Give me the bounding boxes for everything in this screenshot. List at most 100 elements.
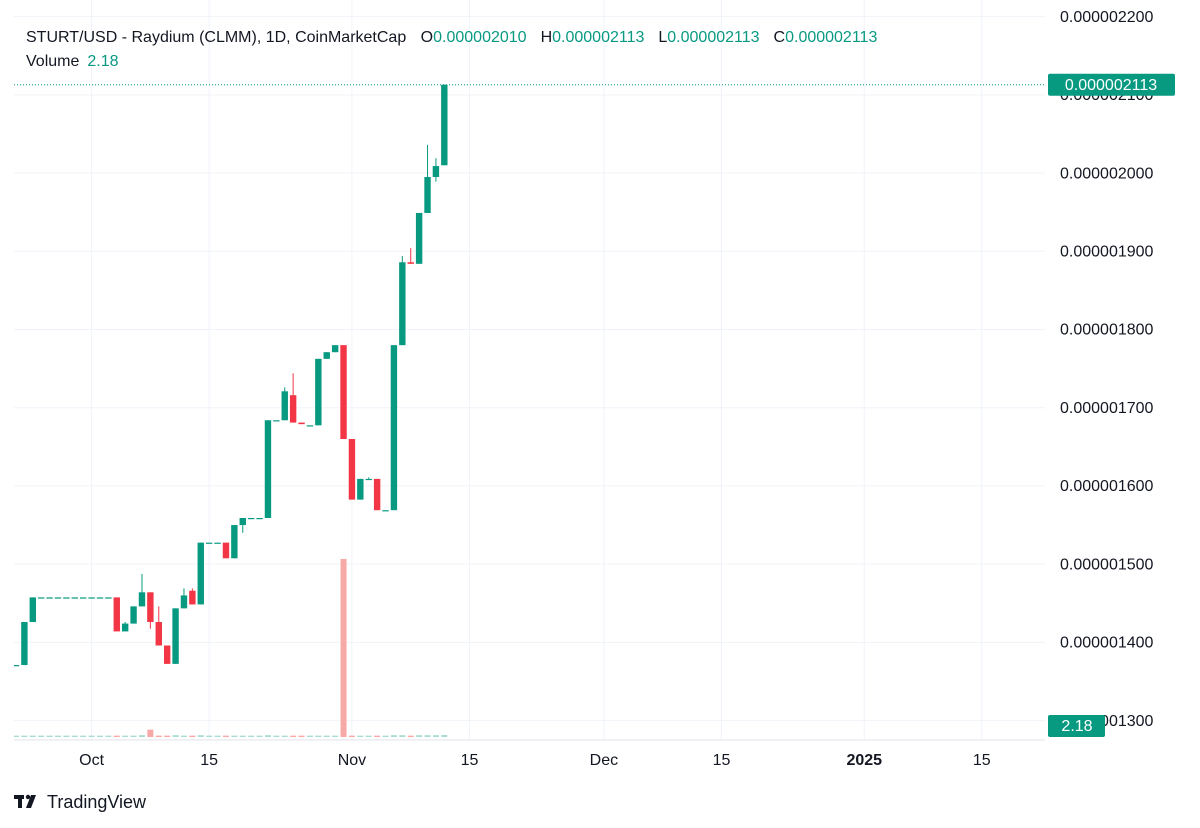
volume-bar: [113, 735, 120, 737]
volume-bar: [273, 735, 280, 737]
volume-bar: [130, 735, 137, 737]
ohlc-label: O: [420, 29, 434, 46]
symbol-title: STURT/USD - Raydium (CLMM), 1D, CoinMark…: [26, 29, 407, 46]
candle-body: [331, 345, 339, 353]
candle-body: [390, 345, 398, 511]
candle-body: [256, 518, 263, 520]
logo: [14, 794, 36, 808]
candle-body: [306, 425, 314, 427]
y-tick-label: 0.000001500: [1060, 556, 1154, 573]
volume-bar: [122, 735, 129, 737]
volume-bar: [71, 735, 78, 737]
candle-body: [147, 592, 154, 623]
candle-body: [424, 176, 431, 213]
volume-bar: [138, 735, 145, 737]
candle-body: [281, 391, 288, 421]
candle-body: [205, 542, 213, 544]
volume-bar: [21, 735, 28, 737]
volume-bar: [399, 735, 406, 737]
candle-body: [155, 622, 162, 646]
candle-body: [231, 525, 238, 559]
candle-body: [357, 478, 364, 500]
volume-bar: [172, 735, 179, 737]
volume-bar: [441, 734, 448, 737]
volume-bar: [29, 735, 36, 737]
x-tick-label: 15: [461, 752, 479, 769]
volume-bar: [88, 735, 95, 737]
candle-body: [138, 592, 146, 607]
volume-bar: [155, 735, 162, 737]
candle-body: [37, 597, 45, 599]
candle-body: [315, 358, 322, 426]
volume-bar: [38, 735, 45, 737]
candle-body: [180, 595, 188, 609]
candle-body: [382, 510, 389, 512]
x-tick-label: Nov: [338, 752, 366, 769]
candle-body: [289, 395, 297, 423]
volume-bar: [180, 735, 187, 737]
candle-body: [105, 597, 112, 599]
candle-body: [247, 518, 255, 520]
candle-body: [441, 84, 448, 166]
branding: TradingView: [47, 792, 147, 812]
y-tick-label: 0.000001400: [1060, 635, 1154, 652]
x-tick-label: 15: [973, 752, 991, 769]
candle-body: [432, 166, 440, 177]
ohlc-legend: STURT/USD - Raydium (CLMM), 1D, CoinMark…: [26, 29, 951, 47]
ohlc-label: L: [658, 29, 668, 46]
last-price-label: 0.000002113: [1065, 77, 1157, 94]
ohlc-values: O0.000002010 H0.000002113 L0.000002113 C0.0…: [421, 29, 892, 46]
volume-value: 2.18: [87, 53, 119, 70]
candle-body: [222, 542, 230, 559]
volume-bar: [365, 735, 372, 737]
volume-bar: [239, 735, 246, 737]
candle-body: [415, 212, 423, 264]
y-tick-label: 0.000001700: [1060, 400, 1154, 417]
candle-body: [197, 542, 204, 605]
volume-bar: [340, 559, 347, 737]
ohlc-label: H: [540, 29, 553, 46]
logo-part: [25, 794, 31, 800]
volume-tag-label: 2.18: [1061, 718, 1092, 735]
x-tick-label: 15: [200, 752, 218, 769]
candle-body: [21, 622, 28, 666]
candle-body: [239, 518, 246, 526]
candle-body: [121, 623, 129, 632]
volume-bar: [222, 735, 229, 737]
volume-bar: [264, 735, 271, 737]
volume-bar: [348, 735, 355, 737]
candle-body: [348, 439, 356, 500]
volume-bar: [357, 735, 364, 737]
candle-body: [298, 422, 305, 425]
candle-body: [113, 597, 120, 632]
last-price-tag: [1048, 73, 1175, 96]
ohlc-value: 0.000002010: [433, 29, 527, 46]
volume-bar: [54, 735, 61, 737]
candle-body: [273, 420, 280, 422]
y-tick-label: 0.000002200: [1060, 9, 1154, 26]
volume-bar: [63, 735, 70, 737]
volume-bar: [189, 735, 196, 737]
logo-part: [26, 795, 36, 808]
candle-body: [63, 597, 70, 599]
grid: [14, 0, 1045, 740]
candle-body: [46, 597, 53, 599]
candle-body: [130, 606, 137, 624]
volume-bar: [231, 735, 238, 737]
candle-body: [373, 478, 381, 511]
candle-body: [14, 665, 20, 667]
candle-body: [365, 478, 372, 481]
plot: [14, 84, 448, 737]
x-tick-label: 2025: [846, 752, 882, 769]
volume-legend: Volume 2.18: [26, 53, 119, 71]
volume-bar: [96, 735, 103, 737]
candle-body: [214, 542, 221, 544]
y-tick-label: 0.000001800: [1060, 322, 1154, 339]
ohlc-value: 0.000002113: [785, 29, 878, 46]
candle-body: [189, 590, 196, 605]
candle-body: [88, 597, 95, 599]
candle-body: [79, 597, 87, 599]
volume-bar: [281, 735, 288, 737]
ohlc-value: 0.000002113: [667, 29, 760, 46]
